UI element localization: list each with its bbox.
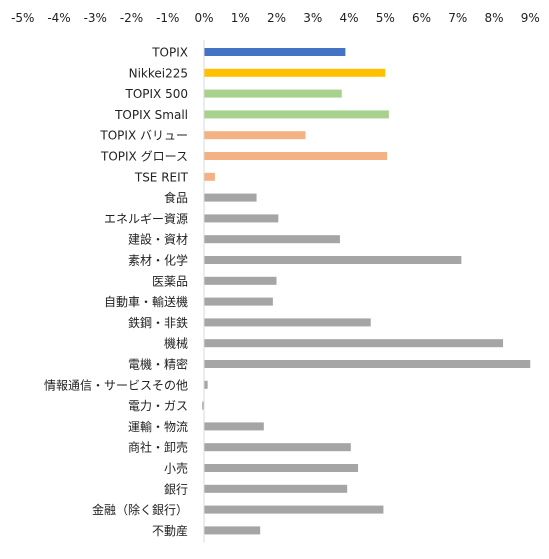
x-tick-label: -2% bbox=[120, 11, 143, 25]
bar bbox=[204, 360, 531, 368]
category-label: 鉄鋼・非鉄 bbox=[128, 315, 188, 330]
category-label: TOPIX Small bbox=[114, 108, 188, 122]
x-tick-label: 0% bbox=[194, 11, 213, 25]
category-label: 不動産 bbox=[152, 523, 188, 538]
category-labels: TOPIX Nikkei225 TOPIX 500 TOPIX Small TOPIX … bbox=[44, 46, 189, 538]
category-label: 電力・ガス bbox=[128, 399, 188, 413]
bar bbox=[204, 68, 386, 77]
category-label: Nikkei225 bbox=[129, 66, 188, 80]
x-tick-label: 4% bbox=[339, 11, 358, 25]
category-label: 情報通信・サービスその他 bbox=[44, 378, 188, 392]
category-label: 医薬品 bbox=[152, 274, 188, 288]
category-label: 商社・卸売 bbox=[128, 440, 188, 455]
bar bbox=[204, 110, 389, 119]
bar bbox=[204, 152, 388, 160]
bar bbox=[204, 256, 462, 264]
x-tick-label: 6% bbox=[412, 11, 431, 25]
category-label: TOPIX グロース bbox=[100, 150, 188, 164]
category-label: 素材・化学 bbox=[128, 253, 188, 268]
category-label: 機械 bbox=[164, 336, 188, 351]
bar bbox=[204, 276, 277, 285]
x-tick-label: 5% bbox=[376, 11, 395, 25]
x-tick-label: -5% bbox=[11, 11, 34, 25]
bar bbox=[204, 484, 348, 493]
category-label: TOPIX bbox=[151, 46, 188, 60]
bar bbox=[204, 505, 384, 514]
category-label: 小売 bbox=[164, 461, 188, 476]
x-tick-label: 2% bbox=[267, 11, 286, 25]
bar bbox=[204, 380, 208, 389]
category-label: 電機・精密 bbox=[128, 357, 188, 372]
x-tick-label: -4% bbox=[47, 11, 70, 25]
category-label: 食品 bbox=[164, 190, 188, 205]
bar bbox=[204, 89, 342, 98]
bar bbox=[204, 318, 371, 327]
bar bbox=[202, 401, 204, 410]
x-tick-label: 7% bbox=[448, 11, 467, 25]
bar bbox=[204, 131, 306, 140]
bar bbox=[204, 172, 215, 181]
category-label: 運輸・物流 bbox=[128, 419, 188, 434]
category-label: 銀行 bbox=[164, 482, 188, 496]
category-label: 金融（除く銀行） bbox=[92, 502, 188, 517]
bars bbox=[202, 48, 531, 535]
x-tick-label: -3% bbox=[84, 11, 107, 25]
x-axis-ticks: -5% -4% -3% -2% -1% 0% 1% 2% 3% 4% 5% 6% 7% 8% 9% bbox=[11, 11, 540, 25]
bar bbox=[204, 235, 340, 244]
x-tick-label: 1% bbox=[231, 11, 250, 25]
category-label: TOPIX 500 bbox=[125, 87, 189, 101]
bar bbox=[204, 297, 273, 306]
x-tick-label: 8% bbox=[484, 11, 503, 25]
bar bbox=[204, 422, 264, 431]
bar bbox=[204, 193, 257, 202]
category-label: 自動車・輸送機 bbox=[104, 294, 188, 309]
x-tick-label: 3% bbox=[303, 11, 322, 25]
bar bbox=[204, 214, 279, 223]
x-tick-label: -1% bbox=[156, 11, 179, 25]
category-label: TOPIX バリュー bbox=[99, 129, 188, 143]
x-tick-label: 9% bbox=[521, 11, 540, 25]
bar bbox=[204, 443, 351, 452]
bar bbox=[204, 339, 504, 348]
bar bbox=[204, 464, 359, 472]
bar bbox=[204, 526, 261, 535]
category-label: 建設・資材 bbox=[128, 232, 188, 247]
bar bbox=[204, 48, 346, 56]
category-label: エネルギー資源 bbox=[104, 212, 188, 226]
category-label: TSE REIT bbox=[134, 170, 189, 184]
